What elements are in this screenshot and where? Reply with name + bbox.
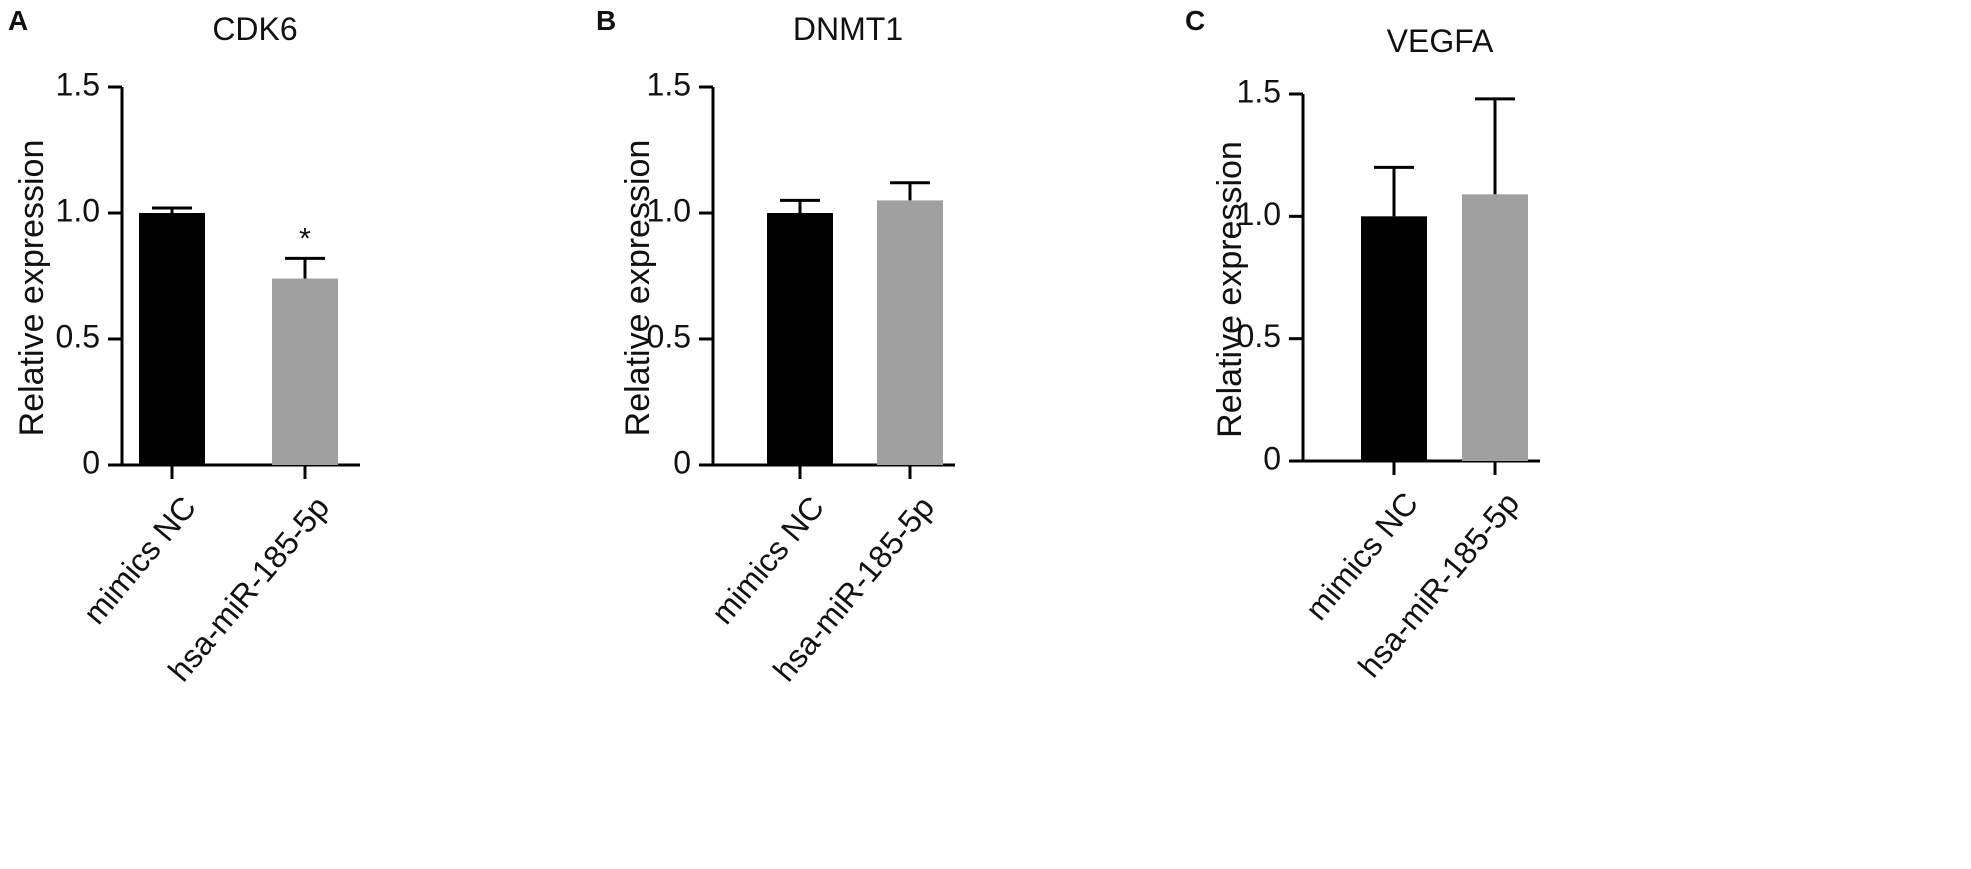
y-tick-label: 0.5 xyxy=(1237,318,1281,354)
significance-marker: * xyxy=(299,222,311,255)
y-axis-label: Relative expression xyxy=(1211,141,1249,438)
bar xyxy=(767,213,833,465)
y-tick-label: 1.0 xyxy=(647,192,691,228)
y-tick-label: 1.0 xyxy=(1237,196,1281,232)
chart-title: VEGFA xyxy=(1387,23,1494,59)
y-tick-label: 0.5 xyxy=(647,318,691,354)
bar xyxy=(877,200,943,465)
bar xyxy=(272,278,338,465)
panel-label: B xyxy=(596,5,616,36)
y-axis-label: Relative expression xyxy=(13,140,51,437)
chart-title: DNMT1 xyxy=(793,11,903,47)
y-tick-label: 0 xyxy=(673,444,691,480)
panel-label: C xyxy=(1185,5,1205,36)
bar xyxy=(1361,216,1427,461)
y-tick-label: 0 xyxy=(1263,440,1281,476)
panel-label: A xyxy=(8,5,28,36)
chart-title: CDK6 xyxy=(212,11,297,47)
y-tick-label: 0.5 xyxy=(56,318,100,354)
x-tick-label: mimics NC xyxy=(76,489,203,631)
y-axis-label: Relative expression xyxy=(619,140,657,437)
y-tick-label: 0 xyxy=(82,444,100,480)
y-tick-label: 1.0 xyxy=(56,192,100,228)
y-tick-label: 1.5 xyxy=(647,66,691,102)
y-tick-label: 1.5 xyxy=(1237,73,1281,109)
bar xyxy=(1462,194,1528,461)
y-tick-label: 1.5 xyxy=(56,66,100,102)
bar xyxy=(139,213,205,465)
